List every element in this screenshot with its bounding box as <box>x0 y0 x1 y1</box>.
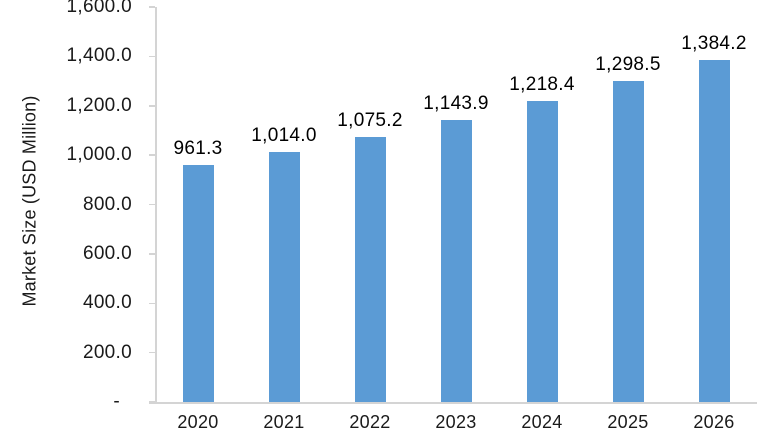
x-tick-label: 2024 <box>521 412 563 432</box>
bar <box>182 164 214 402</box>
y-tick-mark <box>148 6 155 8</box>
y-tick-label: 600.0 <box>82 242 132 264</box>
bar <box>698 60 730 402</box>
x-tick-label: 2021 <box>263 412 305 432</box>
x-tick-label: 2023 <box>435 412 477 432</box>
x-tick-label: 2025 <box>607 412 649 432</box>
bar <box>440 119 472 402</box>
bar-value-label: 961.3 <box>173 137 223 159</box>
bar-value-label: 1,298.5 <box>595 54 661 76</box>
y-tick-label: 1,400.0 <box>66 45 132 67</box>
bar <box>268 151 300 402</box>
y-tick-mark <box>148 401 155 403</box>
bar <box>526 101 558 402</box>
y-tick-label: 400.0 <box>82 292 132 314</box>
x-tick-label: 2026 <box>693 412 735 432</box>
bar <box>612 81 644 402</box>
y-tick-label: 1,200.0 <box>66 94 132 116</box>
y-tick-mark <box>148 105 155 107</box>
y-tick-mark <box>148 154 155 156</box>
x-tick-label: 2020 <box>177 412 219 432</box>
y-tick-label: 1,600.0 <box>66 0 132 17</box>
plot-area: 961.3 1,014.0 1,075.2 1,143.9 1,218.4 1,298.5… <box>148 6 757 403</box>
y-tick-label: - <box>113 391 120 412</box>
y-tick-label: 1,000.0 <box>66 144 132 166</box>
x-tick-label: 2022 <box>349 412 391 432</box>
y-tick-mark <box>148 253 155 255</box>
y-tick-label: 800.0 <box>82 193 132 215</box>
y-tick-label: 200.0 <box>82 341 132 363</box>
y-tick-mark <box>148 203 155 206</box>
y-tick-mark <box>148 55 155 58</box>
y-tick-mark <box>148 302 155 304</box>
bar-value-label: 1,075.2 <box>337 109 403 131</box>
y-tick-mark <box>148 351 155 354</box>
bar-value-label: 1,218.4 <box>509 74 575 96</box>
bar <box>354 136 386 402</box>
x-axis-line <box>149 402 757 404</box>
bar-value-label: 1,143.9 <box>423 92 489 114</box>
bar-value-label: 1,384.2 <box>681 33 747 55</box>
bar-value-label: 1,014.0 <box>251 124 317 146</box>
y-axis-line <box>155 7 157 403</box>
